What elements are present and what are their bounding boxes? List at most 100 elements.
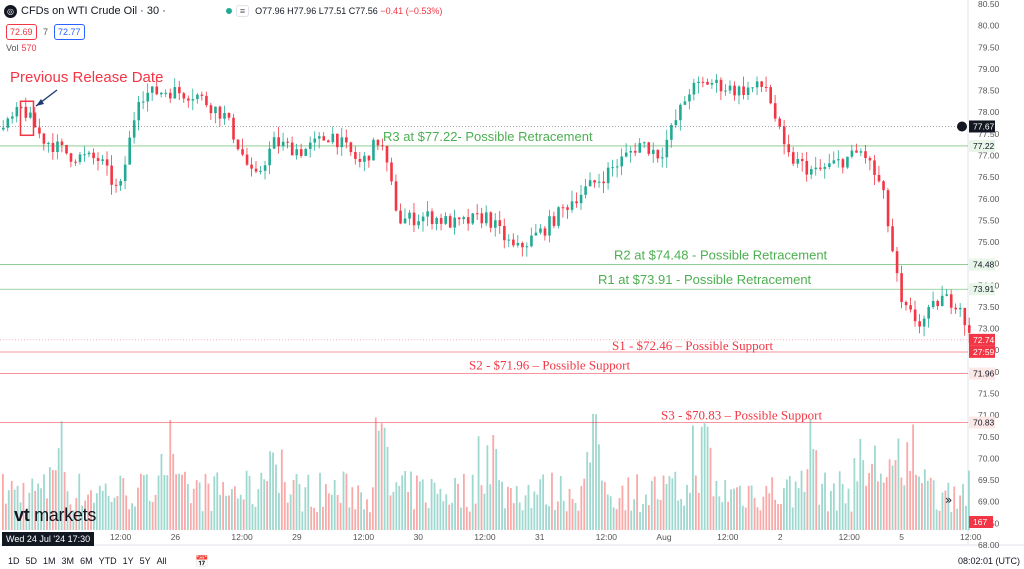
candle-body	[345, 137, 348, 143]
candle-body	[232, 117, 235, 140]
volume-bar	[142, 475, 145, 530]
candle-body	[367, 155, 371, 161]
candle-body	[101, 159, 104, 161]
volume-bar	[25, 510, 28, 530]
volume-bar	[606, 494, 609, 530]
volume-bar	[750, 485, 753, 530]
volume-bar	[319, 472, 321, 530]
candle-body	[462, 217, 466, 220]
volume-bar	[236, 498, 239, 530]
add-alert-icon[interactable]	[957, 121, 967, 132]
scroll-right-icon[interactable]: »	[945, 493, 952, 507]
candle-body	[290, 142, 294, 156]
candle-body	[796, 158, 800, 164]
volume-bar	[398, 485, 401, 530]
timeframe-1y[interactable]: 1Y	[122, 556, 134, 566]
volume-bar	[800, 470, 803, 530]
x-tick-label: 12:00	[839, 532, 861, 542]
candle-body	[674, 120, 678, 126]
candle-body	[778, 118, 782, 127]
calendar-icon[interactable]: 📅	[195, 556, 209, 568]
sell-button[interactable]: 72.69	[6, 24, 37, 40]
volume-bar	[322, 506, 324, 530]
candle-body	[819, 167, 822, 169]
timeframe-ytd[interactable]: YTD	[98, 556, 117, 566]
candle-body	[119, 181, 122, 186]
volume-bar	[600, 480, 603, 530]
volume-bar	[31, 478, 34, 530]
volume-bar	[442, 501, 445, 530]
candle-body	[498, 220, 502, 227]
volume-bar	[316, 512, 318, 530]
volume-bar	[941, 492, 944, 530]
volume-bar	[539, 479, 542, 530]
level-label: S3 - $70.83 – Possible Support	[661, 408, 822, 423]
volume-bar	[280, 449, 283, 530]
candle-body	[277, 137, 280, 147]
volume-bar	[824, 472, 826, 530]
x-tick-label: 31	[535, 532, 545, 542]
volume-bar	[324, 484, 327, 530]
candle-body	[336, 133, 339, 148]
y-tick-label: 73.00	[978, 324, 1000, 334]
buy-button[interactable]: 72.77	[54, 24, 85, 40]
timeframe-5d[interactable]: 5D	[25, 556, 38, 566]
candle-body	[399, 210, 402, 224]
volume-bar	[489, 484, 492, 530]
candle-body	[286, 141, 289, 143]
level-price-tag	[969, 367, 995, 380]
utc-clock[interactable]: 08:02:01 (UTC)	[957, 556, 1020, 566]
timeframe-6m[interactable]: 6M	[80, 556, 93, 566]
volume-bar	[589, 462, 592, 530]
candle-body	[895, 251, 899, 274]
candle-body	[597, 181, 601, 183]
volume-bar	[929, 477, 932, 530]
volume-bar	[278, 492, 280, 530]
candle-body	[900, 273, 903, 302]
candle-body	[475, 213, 479, 215]
compare-icon[interactable]: ≡	[235, 5, 250, 17]
volume-bar	[847, 488, 850, 530]
volume-bar	[289, 494, 292, 530]
candle-body	[254, 168, 258, 172]
volume-bar	[715, 480, 718, 530]
candle-body	[877, 174, 881, 182]
volume-bar	[383, 427, 386, 530]
y-tick-label: 76.00	[978, 194, 1000, 204]
volume-bar	[427, 508, 430, 530]
volume-bar	[636, 474, 639, 530]
timeframe-all[interactable]: All	[156, 556, 167, 566]
volume-bar	[709, 447, 712, 530]
candle-body	[805, 160, 809, 175]
candle-body	[349, 142, 353, 153]
volume-bar	[233, 486, 236, 530]
volume-bar	[137, 487, 139, 530]
annotation-arrowhead	[36, 99, 44, 106]
candle-body	[503, 226, 506, 241]
volume-bar	[556, 501, 559, 530]
chart-header: ◎ CFDs on WTI Crude Oil · 30 · ≡ O77.96 …	[4, 3, 442, 19]
timeframe-5y[interactable]: 5Y	[139, 556, 151, 566]
volume-bar	[703, 423, 706, 530]
volume-bar	[565, 511, 568, 530]
timeframe-3m[interactable]: 3M	[61, 556, 75, 566]
candle-body	[110, 165, 113, 185]
timeframe-1d[interactable]: 1D	[8, 556, 20, 566]
level-label: R2 at $74.48 - Possible Retracement	[614, 248, 828, 263]
candle-body	[561, 207, 565, 209]
volume-bar	[697, 493, 700, 530]
timeframe-1m[interactable]: 1M	[43, 556, 56, 566]
candle-series	[2, 73, 971, 343]
candle-body	[949, 294, 953, 308]
y-tick-label: 77.00	[978, 150, 1000, 160]
symbol-title[interactable]: CFDs on WTI Crude Oil · 30 ·	[21, 5, 166, 17]
volume-bar	[583, 478, 586, 530]
volume-bar	[116, 496, 119, 530]
volume-bar	[213, 476, 216, 530]
volume-bar	[87, 494, 89, 530]
volume-bar	[439, 488, 442, 530]
volume-bar	[900, 477, 903, 530]
volume-bar	[16, 485, 19, 530]
y-tick-label: 73.50	[978, 302, 1000, 312]
